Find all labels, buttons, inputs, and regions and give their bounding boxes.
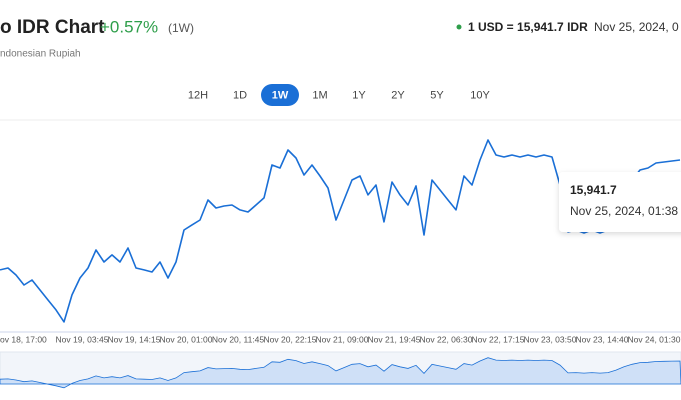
x-tick-label: Nov 22, 06:30 (420, 334, 473, 344)
range-button[interactable]: 12H (188, 89, 208, 101)
x-tick-label: Nov 21, 19:45 (368, 334, 421, 344)
chart-title: o IDR Chart (0, 17, 105, 38)
range-button[interactable]: 1D (233, 89, 247, 101)
x-tick-label: Nov 19, 14:15 (108, 334, 161, 344)
range-button[interactable]: 2Y (391, 89, 405, 101)
range-button[interactable]: 1Y (352, 89, 366, 101)
x-tick-label: Nov 22, 17:15 (472, 334, 525, 344)
tooltip: 15,941.7 Nov 25, 2024, 01:38 (559, 172, 681, 232)
x-tick-label: Nov 24, 01:30 (628, 334, 681, 344)
date: Nov 25, 2024, 0 (594, 20, 679, 34)
change: +0.57% (100, 17, 158, 36)
range-button[interactable]: 1M (312, 89, 327, 101)
tooltip-date: Nov 25, 2024, 01:38 (570, 204, 678, 218)
range-button[interactable]: 1W (272, 89, 289, 101)
x-tick-label: Nov 20, 22:15 (264, 334, 317, 344)
range-button[interactable]: 5Y (430, 89, 444, 101)
period: (1W) (168, 21, 194, 35)
x-tick-label: Nov 21, 09:00 (316, 334, 369, 344)
range-button[interactable]: 10Y (470, 89, 490, 101)
x-tick-label: Nov 23, 14:40 (576, 334, 629, 344)
tooltip-box (559, 172, 681, 232)
subtitle: ndonesian Rupiah (0, 49, 81, 60)
x-tick-label: Nov 20, 11:45 (212, 334, 265, 344)
tooltip-value: 15,941.7 (570, 183, 617, 197)
x-tick-label: Nov 23, 03:50 (524, 334, 577, 344)
navigator-area (0, 357, 681, 389)
live-dot (456, 24, 462, 30)
x-tick-label: Nov 20, 01:00 (160, 334, 213, 344)
x-tick-label: Nov 19, 03:45 (56, 334, 109, 344)
range-button-active[interactable] (261, 84, 299, 106)
x-tick-label: ov 18, 17:00 (0, 334, 47, 344)
rate: 1 USD = 15,941.7 IDR (468, 20, 588, 34)
